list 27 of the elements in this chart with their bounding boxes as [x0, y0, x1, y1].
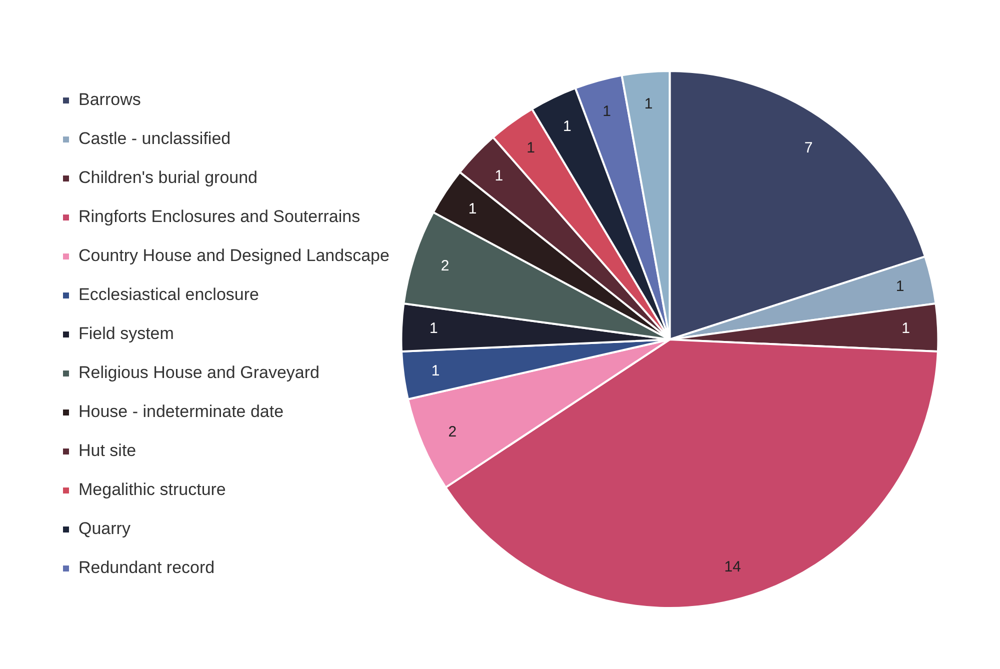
legend-label: Country House and Designed Landscape [78, 246, 390, 266]
data-label: 7 [804, 139, 813, 156]
data-label: 1 [430, 320, 438, 338]
legend-label: Ecclesiastical enclosure [78, 285, 259, 304]
legend-label: Castle - unclassified [78, 129, 231, 148]
legend-label: Redundant record [78, 558, 215, 578]
data-label: 14 [724, 558, 741, 576]
legend-label: Religious House and Graveyard [78, 363, 320, 382]
data-label: 2 [448, 424, 457, 441]
data-label: 2 [440, 258, 450, 275]
data-label: 1 [602, 102, 612, 120]
data-label: 1 [431, 362, 440, 380]
data-label: 1 [494, 167, 504, 184]
data-label: 1 [902, 320, 910, 338]
data-label: 1 [526, 139, 536, 156]
data-label: 1 [896, 278, 904, 296]
legend-label: Children's burial ground [78, 168, 258, 188]
data-label: 1 [468, 200, 477, 218]
legend-label: Quarry [78, 519, 131, 538]
legend-label: House - indeterminate date [78, 402, 284, 422]
legend-label: Field system [78, 324, 174, 344]
legend-label: Hut site [78, 441, 136, 460]
legend-label: Megalithic structure [78, 480, 226, 500]
legend-label: Ringforts Enclosures and Souterrains [78, 207, 360, 226]
data-label: 1 [644, 95, 653, 112]
data-label: 1 [563, 118, 572, 135]
legend-label: Barrows [78, 90, 141, 110]
